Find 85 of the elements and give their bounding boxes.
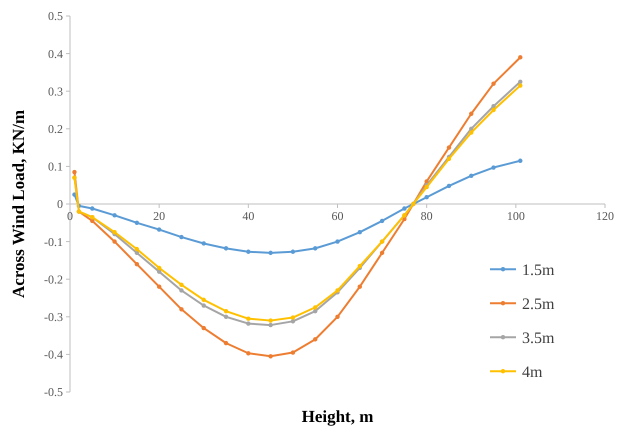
point: [268, 250, 273, 256]
y-axis-title: Across Wind Load, KN/m: [9, 110, 28, 298]
point: [469, 174, 474, 178]
legend-label: 4m: [522, 364, 543, 381]
x-tick-label: 40: [242, 209, 254, 223]
point: [246, 316, 251, 321]
point: [518, 55, 522, 60]
line-series: [72, 55, 522, 358]
y-tick-label: -0.4: [44, 348, 63, 362]
point: [313, 305, 318, 310]
point: [179, 234, 184, 240]
point: [202, 241, 206, 246]
y-tick-label: 0.1: [48, 160, 63, 174]
y-tick-label: 0.5: [48, 9, 63, 24]
point: [72, 170, 77, 174]
point: [491, 165, 496, 170]
point: [246, 250, 251, 254]
point: [112, 213, 117, 218]
y-tick-label: -0.2: [44, 272, 63, 286]
x-tick-label: 80: [420, 209, 433, 223]
x-tick-label: 60: [332, 209, 344, 223]
point: [246, 321, 251, 326]
y-tick-label: 0.2: [48, 122, 63, 136]
point: [134, 246, 140, 252]
point: [446, 145, 452, 150]
point: [380, 250, 384, 256]
point: [424, 195, 429, 200]
point: [290, 350, 296, 355]
point: [313, 308, 318, 314]
point: [134, 262, 140, 266]
point: [469, 112, 474, 116]
point: [290, 315, 296, 320]
point: [156, 284, 162, 289]
x-tick-label: 0: [67, 209, 73, 223]
point: [90, 218, 94, 224]
x-tick-label: 100: [506, 209, 525, 223]
point: [268, 322, 273, 328]
point: [112, 239, 117, 244]
point: [491, 108, 496, 112]
point: [179, 282, 184, 288]
point: [179, 307, 184, 312]
point: [518, 158, 522, 163]
point: [224, 308, 228, 314]
y-tick-label: -0.3: [44, 310, 63, 324]
y-tick-label: 0: [57, 197, 63, 212]
x-tick-label: 120: [596, 209, 614, 223]
point: [518, 83, 522, 88]
point: [268, 354, 273, 358]
legend-label: 1.5m: [522, 262, 555, 279]
point: [246, 351, 251, 356]
point: [202, 298, 206, 302]
point: [313, 246, 318, 251]
point: [380, 218, 384, 224]
legend-label: 2.5m: [522, 296, 555, 313]
x-axis-title: Height, m: [302, 407, 374, 426]
point: [313, 337, 318, 342]
point: [134, 250, 140, 256]
point: [156, 227, 162, 232]
point: [469, 130, 474, 135]
point: [518, 80, 522, 84]
point: [156, 266, 162, 270]
point: [290, 250, 296, 254]
y-tick-label: -0.1: [44, 234, 63, 249]
point: [358, 284, 362, 289]
point: [134, 220, 140, 225]
point: [224, 246, 228, 251]
point: [290, 319, 296, 324]
y-tick-label: 0.4: [48, 46, 63, 61]
y-tick-label: -0.5: [44, 385, 63, 400]
point: [335, 239, 340, 244]
point: [202, 303, 206, 308]
point: [402, 206, 407, 211]
point: [358, 230, 362, 234]
point: [268, 318, 273, 323]
point: [224, 340, 228, 346]
point: [446, 184, 452, 188]
point: [90, 206, 94, 211]
x-tick-label: 20: [153, 209, 166, 223]
legend-label: 3.5m: [522, 330, 555, 347]
point: [491, 81, 496, 86]
point: [224, 314, 228, 319]
point: [335, 314, 340, 319]
point: [202, 326, 206, 330]
y-tick-label: 0.3: [48, 84, 63, 98]
point: [179, 288, 184, 293]
